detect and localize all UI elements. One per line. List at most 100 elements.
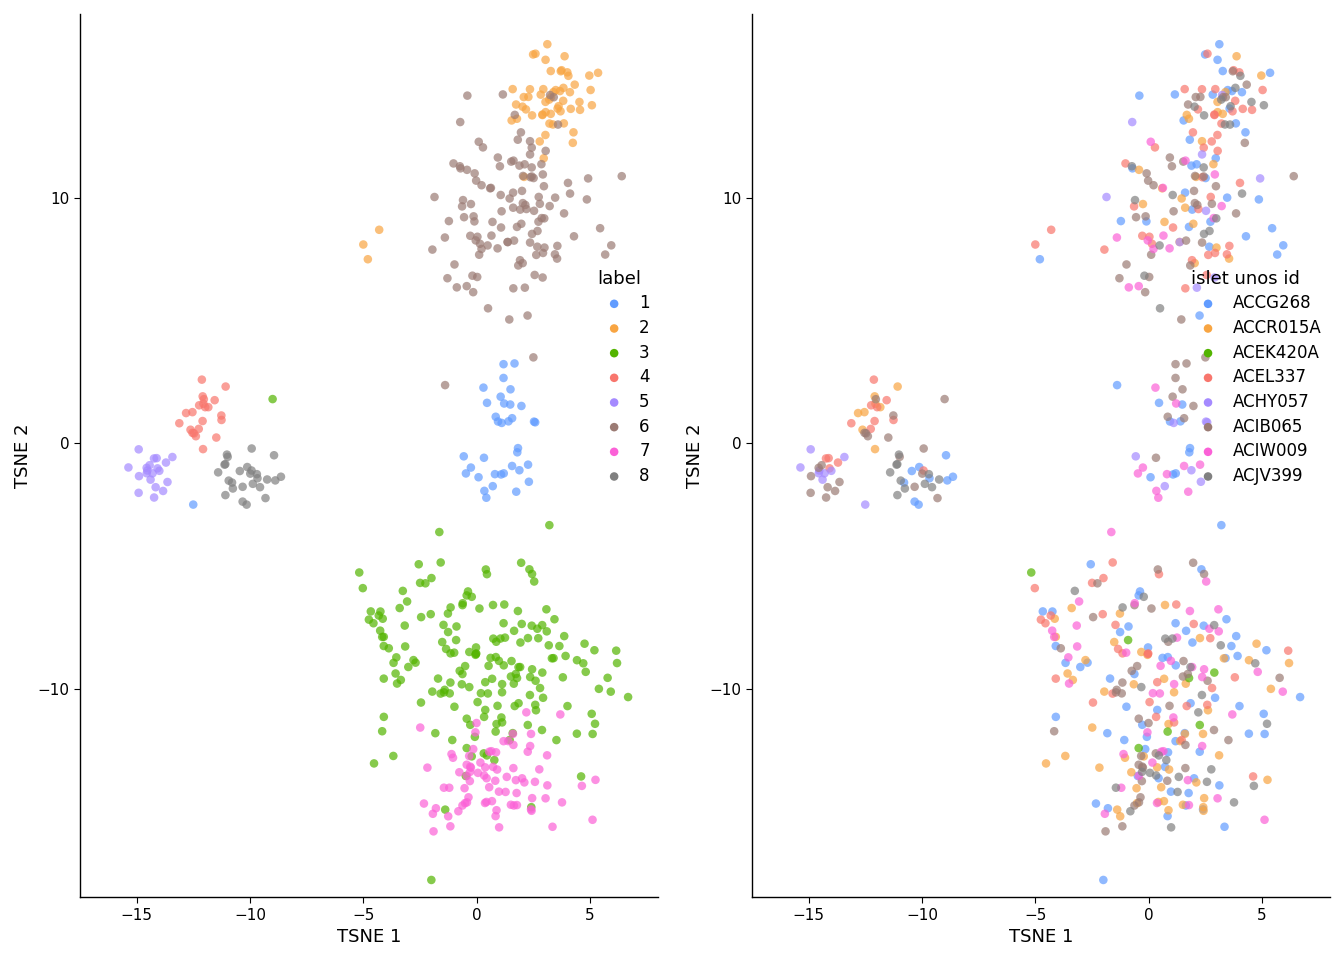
Point	[1249, 192, 1270, 207]
Point	[1246, 636, 1267, 652]
Point	[222, 481, 243, 496]
Point	[403, 653, 425, 668]
Point	[1175, 760, 1196, 776]
Point	[394, 618, 415, 634]
Point	[152, 483, 173, 498]
Point	[1184, 99, 1206, 114]
Point	[262, 392, 284, 407]
Point	[497, 733, 519, 749]
Point	[168, 416, 190, 431]
Point	[465, 646, 487, 661]
Point	[1153, 228, 1175, 243]
Point	[228, 464, 250, 479]
Point	[1154, 597, 1176, 612]
Point	[1208, 624, 1230, 639]
Point	[1153, 214, 1175, 229]
Point	[1176, 698, 1198, 713]
Point	[1164, 684, 1185, 700]
X-axis label: TSNE 1: TSNE 1	[1009, 928, 1073, 947]
Point	[1106, 802, 1128, 817]
Point	[485, 773, 507, 788]
Point	[535, 52, 556, 67]
Point	[1163, 416, 1184, 431]
Point	[578, 171, 599, 186]
Point	[536, 602, 558, 617]
Point	[500, 154, 521, 169]
Point	[437, 606, 458, 621]
Point	[430, 685, 452, 701]
Point	[1247, 664, 1269, 680]
Point	[1211, 116, 1232, 132]
Point	[864, 389, 886, 404]
Point	[505, 785, 527, 801]
Point	[442, 156, 464, 171]
Point	[492, 677, 513, 692]
Point	[360, 604, 382, 619]
Point	[559, 186, 581, 202]
Point	[521, 227, 543, 242]
Point	[833, 449, 855, 465]
Point	[1146, 562, 1168, 577]
Point	[581, 98, 602, 113]
Point	[491, 467, 512, 482]
Point	[1149, 238, 1171, 253]
Point	[421, 570, 442, 586]
Point	[1196, 697, 1218, 712]
Point	[509, 635, 531, 650]
Point	[468, 765, 489, 780]
Point	[363, 756, 384, 771]
Point	[1118, 619, 1140, 635]
Point	[449, 114, 470, 130]
Point	[566, 726, 587, 741]
Point	[1150, 780, 1172, 795]
Point	[1176, 356, 1198, 372]
Point	[1097, 726, 1118, 741]
Point	[144, 451, 165, 467]
Point	[1179, 111, 1200, 127]
Point	[484, 467, 505, 482]
Point	[398, 660, 419, 675]
Point	[1191, 147, 1212, 162]
Point	[542, 651, 563, 666]
Point	[1183, 616, 1204, 632]
Point	[477, 685, 499, 701]
Point	[378, 640, 399, 656]
Point	[1128, 795, 1149, 810]
Point	[469, 247, 491, 262]
Point	[1181, 635, 1203, 650]
Point	[1187, 280, 1208, 296]
Point	[128, 485, 149, 500]
Point	[503, 185, 524, 201]
Point	[657, 169, 679, 184]
Point	[1058, 676, 1079, 691]
Point	[465, 173, 487, 188]
Point	[521, 661, 543, 677]
Point	[1128, 768, 1149, 783]
Point	[935, 447, 957, 463]
Point	[816, 490, 837, 505]
Point	[503, 676, 524, 691]
Point	[543, 651, 564, 666]
Point	[1082, 575, 1103, 590]
Point	[1198, 703, 1219, 718]
Point	[1192, 804, 1214, 819]
Point	[1124, 597, 1145, 612]
Point	[550, 104, 571, 119]
Point	[818, 461, 840, 476]
Point	[800, 485, 821, 500]
Point	[1196, 673, 1218, 688]
Point	[1111, 646, 1133, 661]
Point	[1211, 87, 1232, 103]
Point	[887, 379, 909, 395]
Point	[552, 670, 574, 685]
Point	[1149, 300, 1171, 316]
Point	[1157, 808, 1179, 824]
Point	[1175, 153, 1196, 168]
Point	[462, 208, 484, 224]
Point	[558, 68, 579, 84]
Point	[415, 576, 437, 591]
Point	[446, 279, 468, 295]
Point	[583, 642, 605, 658]
Point	[1141, 247, 1163, 262]
Point	[887, 488, 909, 503]
